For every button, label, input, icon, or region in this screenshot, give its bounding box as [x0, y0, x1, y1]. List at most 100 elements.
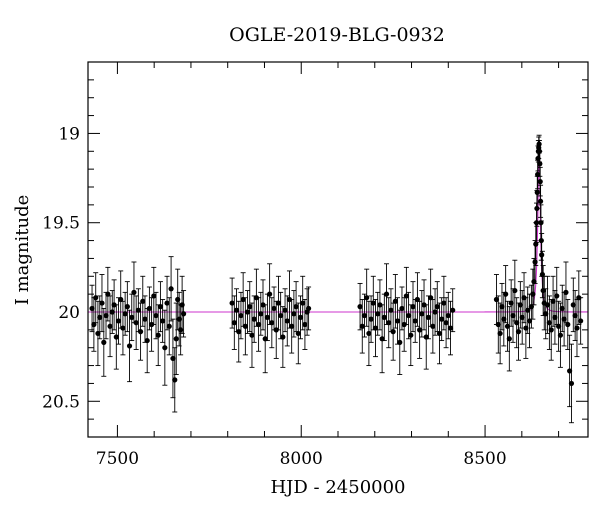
point-marker	[164, 300, 170, 306]
data-point	[107, 295, 113, 358]
point-marker	[160, 318, 166, 324]
data-point	[164, 275, 170, 331]
point-marker	[282, 307, 288, 313]
data-point	[574, 299, 580, 358]
point-marker	[565, 321, 571, 328]
point-marker	[238, 312, 244, 319]
point-marker	[552, 314, 558, 320]
data-point	[359, 299, 365, 354]
point-marker	[251, 316, 257, 322]
point-marker	[443, 320, 449, 326]
y-tick-label: 19	[58, 124, 80, 144]
data-point	[249, 302, 255, 368]
data-point	[419, 290, 425, 338]
data-point	[392, 274, 398, 329]
point-marker	[392, 298, 398, 304]
point-marker	[162, 345, 168, 351]
point-marker	[514, 320, 520, 326]
data-point	[236, 300, 242, 363]
data-point	[375, 291, 381, 336]
point-marker	[233, 307, 240, 313]
point-marker	[249, 332, 255, 338]
point-marker	[289, 323, 295, 329]
data-point	[300, 275, 306, 331]
point-marker	[430, 323, 436, 329]
point-marker	[441, 300, 447, 306]
point-marker	[533, 241, 539, 247]
point-marker	[124, 304, 130, 310]
point-marker	[293, 304, 299, 310]
point-marker	[523, 325, 529, 331]
point-marker	[495, 321, 501, 328]
data-point	[436, 302, 443, 365]
point-marker	[554, 293, 560, 299]
point-marker	[262, 336, 268, 342]
data-point	[305, 286, 312, 331]
data-point	[357, 282, 363, 331]
data-point	[122, 291, 128, 336]
point-marker	[544, 302, 551, 308]
point-marker	[118, 296, 124, 303]
x-tick-label: 8000	[280, 449, 323, 469]
point-marker	[278, 312, 284, 319]
data-point	[113, 304, 119, 370]
point-marker	[115, 318, 122, 324]
point-marker	[436, 330, 443, 337]
data-point	[514, 297, 520, 349]
point-marker	[97, 314, 103, 320]
point-marker	[525, 307, 531, 313]
point-marker	[368, 316, 374, 322]
point-marker	[517, 302, 523, 308]
data-point	[523, 297, 529, 359]
data-point	[146, 286, 152, 331]
point-marker	[137, 329, 144, 335]
point-marker	[530, 291, 536, 297]
data-point	[93, 272, 99, 324]
point-marker	[231, 320, 237, 326]
y-tick-label: 19.5	[42, 214, 80, 234]
point-marker	[403, 293, 409, 299]
point-marker	[519, 314, 525, 320]
point-marker	[574, 325, 580, 331]
point-marker	[499, 304, 505, 310]
data-point	[275, 275, 282, 331]
point-marker	[504, 323, 511, 329]
point-marker	[535, 171, 541, 178]
point-marker	[300, 300, 306, 306]
point-marker	[390, 329, 396, 335]
point-marker	[510, 312, 516, 319]
chart-title: OGLE-2019-BLG-0932	[229, 24, 445, 46]
point-marker	[267, 291, 273, 297]
point-marker	[570, 302, 576, 308]
point-marker	[366, 330, 372, 337]
data-point	[103, 291, 109, 340]
point-marker	[532, 259, 538, 265]
data-point	[495, 295, 501, 354]
data-point	[231, 295, 237, 350]
point-marker	[561, 316, 567, 322]
point-marker	[450, 307, 456, 313]
point-marker	[497, 330, 503, 337]
point-marker	[155, 332, 161, 338]
point-marker	[539, 271, 546, 278]
data-point	[162, 309, 168, 386]
data-point	[430, 299, 436, 354]
point-marker	[361, 312, 368, 319]
point-marker	[129, 314, 135, 320]
point-marker	[428, 295, 434, 301]
point-marker	[247, 304, 253, 310]
data-point	[546, 295, 552, 350]
point-marker	[515, 329, 522, 335]
data-point	[157, 281, 164, 333]
point-marker	[397, 339, 403, 345]
data-point	[295, 302, 301, 365]
data-point	[105, 266, 111, 322]
point-marker	[408, 332, 414, 338]
point-marker	[126, 343, 133, 349]
data-point	[497, 302, 503, 365]
point-marker	[146, 305, 152, 312]
data-point	[517, 281, 523, 329]
point-marker	[140, 298, 146, 304]
point-marker	[99, 300, 105, 306]
point-marker	[372, 325, 379, 331]
